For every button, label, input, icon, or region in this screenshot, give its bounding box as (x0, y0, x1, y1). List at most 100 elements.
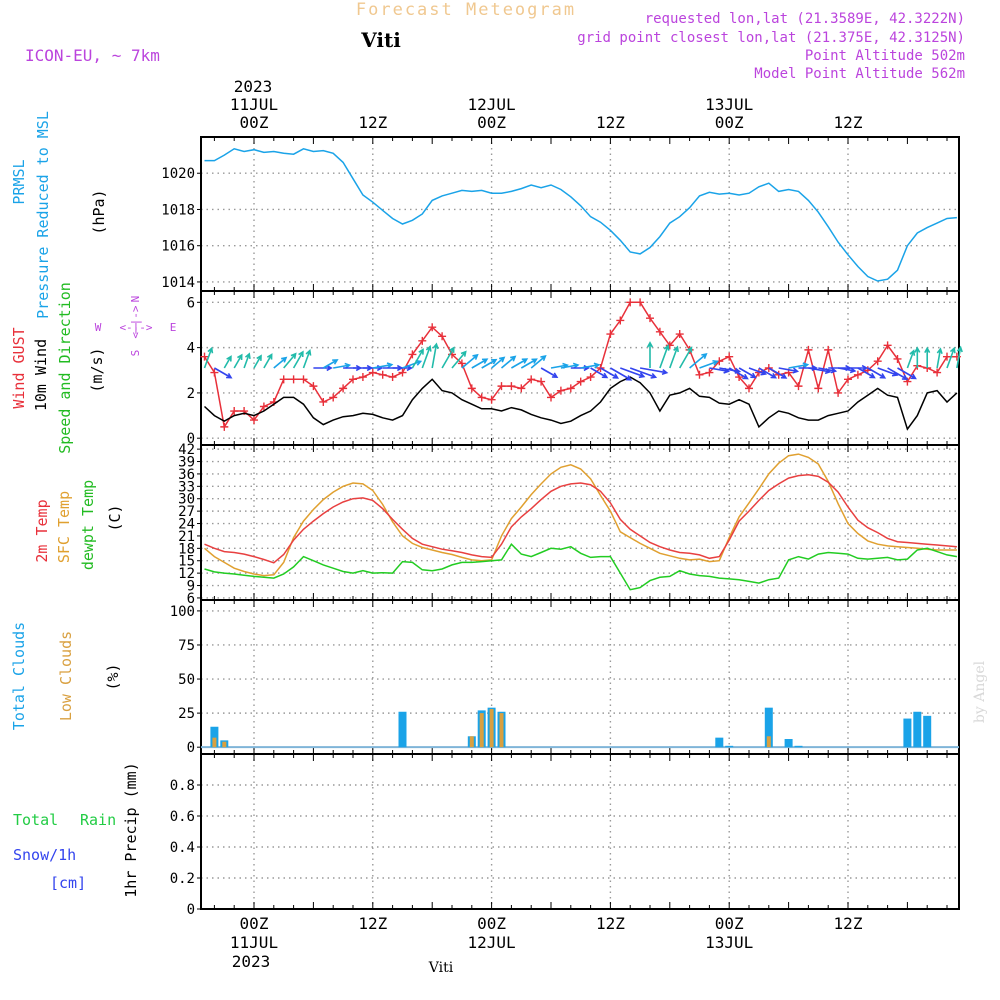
bottom-time-label: 00Z (715, 914, 744, 933)
wind-arrow (203, 346, 214, 369)
wind-arrow (560, 362, 580, 369)
wind-label: 10m Wind (32, 339, 50, 411)
wind-unit: (m/s) (88, 347, 106, 392)
bottom-time-label: 12Z (358, 914, 387, 933)
y-tick-label: 75 (178, 638, 195, 654)
legend-arrow-h: <-|-> (119, 321, 152, 334)
model-label: ICON-EU, ~ 7km (25, 46, 160, 65)
total-cloud-bar (764, 707, 773, 748)
total-cloud-bar (398, 711, 407, 748)
pressure-unit: (hPa) (90, 189, 108, 234)
y-tick-label: 0 (187, 431, 195, 447)
y-tick-label: 18 (178, 541, 195, 557)
wind-arrow (924, 346, 931, 368)
wind-arrow (699, 359, 719, 369)
gust-marker (586, 373, 595, 382)
bottom-time-label: 00Z (240, 914, 269, 933)
gust-marker (398, 368, 407, 377)
panel-frame (200, 753, 960, 910)
wind-arrow (788, 362, 810, 369)
wind-arrow (946, 346, 956, 369)
sfc-label: SFC Temp (55, 491, 73, 563)
wind-arrow (461, 353, 479, 369)
top-time-label: 12Z (358, 113, 387, 132)
wind-arrow (897, 367, 917, 380)
wind-arrow (669, 345, 679, 369)
y-tick-label: 1020 (161, 166, 195, 182)
temp-line (204, 474, 957, 564)
wind-arrow (273, 356, 288, 369)
wind-arrow (253, 354, 262, 369)
wind-arrow (914, 346, 921, 368)
panel-frame (200, 136, 960, 292)
top-year: 2023 (234, 77, 273, 96)
y-tick-label: 39 (178, 455, 195, 471)
wind-arrow (223, 355, 232, 369)
gust-marker (933, 368, 942, 377)
gust-marker (477, 393, 486, 402)
y-tick-label: 1016 (161, 239, 195, 255)
gust-marker (527, 375, 536, 384)
top-time-label: 00Z (240, 113, 269, 132)
gust-marker (943, 352, 951, 361)
low-cloud-bar (222, 741, 227, 748)
y-tick-label: 0.6 (170, 809, 195, 825)
top-date-label: 12JUL (468, 95, 516, 114)
wind-arrow (646, 341, 654, 368)
chart-title: Forecast Meteogram (356, 0, 576, 20)
dewpoint-line (204, 543, 958, 591)
y-tick-label: 33 (178, 479, 195, 495)
gust-marker (547, 393, 555, 402)
bottom-time-label: 00Z (477, 914, 506, 933)
wind-arrow (441, 346, 455, 369)
top-time-label: 00Z (477, 113, 506, 132)
total-clouds-label: Total Clouds (10, 622, 28, 730)
wind-arrow (283, 352, 297, 369)
gust-marker (883, 341, 892, 350)
wind-arrow (600, 367, 620, 379)
pressure-label-2: Pressure Reduced to MSL (34, 111, 52, 319)
wind-arrow (421, 345, 432, 369)
wind-arrow (956, 345, 963, 369)
gust-marker (616, 316, 625, 325)
sfc-temp-line (204, 453, 957, 577)
gust-marker (566, 384, 575, 393)
wind-arrow (659, 344, 670, 369)
gust-marker (576, 377, 585, 386)
gust-marker (289, 375, 298, 384)
bottom-year: 2023 (232, 952, 271, 971)
wind-arrow (302, 349, 312, 369)
wind-arrow (471, 358, 489, 369)
legend-n: N (129, 296, 142, 303)
y-tick-label: 0.4 (170, 840, 195, 856)
gridpoint-coords: grid point closest lon,lat (21.375E, 42.… (577, 30, 965, 46)
gust-marker (428, 323, 437, 332)
pressure-label-1: PRMSL (10, 159, 28, 204)
wind-arrow (481, 358, 498, 369)
top-time-label: 00Z (715, 113, 744, 132)
gust-marker (853, 370, 862, 379)
wind-arrow (857, 367, 876, 379)
low-cloud-bar (499, 713, 504, 748)
wind-arrow (322, 359, 339, 369)
wind-arrow (402, 359, 423, 369)
gust-marker (824, 345, 833, 354)
gust-marker (893, 354, 902, 363)
wind-arrow (936, 347, 943, 369)
gust-marker (655, 327, 664, 336)
gust-marker (517, 384, 526, 393)
y-tick-label: 100 (170, 604, 195, 620)
snow-unit-label: [cm] (50, 874, 86, 892)
wind-arrow (758, 367, 778, 379)
legend-e: E (170, 321, 177, 334)
gust-marker (507, 382, 516, 391)
wind-arrow (867, 367, 887, 379)
gust-marker (309, 382, 318, 391)
gust-marker (210, 368, 219, 377)
total-cloud-bar (210, 726, 219, 748)
bottom-date-label: 12JUL (468, 933, 516, 952)
y-tick-label: 50 (178, 672, 195, 688)
clouds-unit: (%) (104, 663, 122, 690)
total-cloud-bar (913, 711, 922, 748)
